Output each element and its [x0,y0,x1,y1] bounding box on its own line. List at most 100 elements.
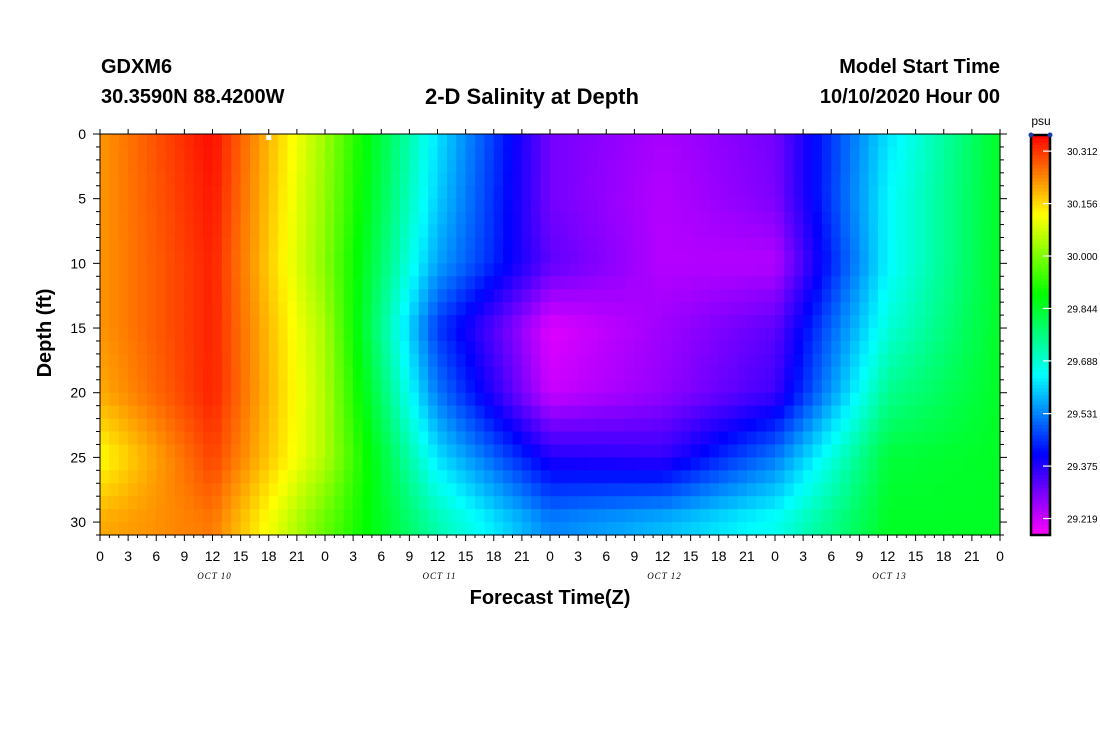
heat-cell [840,159,851,174]
heat-cell [250,237,260,252]
heat-cell [737,418,748,433]
heat-cell [100,198,110,213]
heat-cell [887,302,898,316]
heat-cell [981,172,992,187]
heat-cell [268,522,279,536]
heat-cell [203,444,214,458]
heat-cell [653,185,664,200]
heat-cell [334,315,345,329]
heat-cell [925,198,935,213]
heat-cell [850,172,860,187]
heat-cell [859,509,870,523]
heat-cell [831,328,842,342]
heat-cell [278,276,289,290]
heat-cell [193,431,204,446]
heat-cell [287,302,298,316]
heat-cell [868,405,879,420]
heat-cell [868,185,879,200]
heat-cell [859,263,870,277]
heat-cell [540,379,551,394]
heat-cell [868,340,879,355]
heat-cell [137,237,148,252]
colorbar-cell [1031,378,1050,383]
heat-cell [615,224,626,239]
heat-cell [212,418,223,433]
heat-cell [184,328,195,342]
heat-cell [484,483,495,497]
heat-cell [803,289,814,303]
heat-cell [578,431,589,446]
heat-cell [728,159,739,174]
heat-cell [437,405,448,420]
heat-cell [775,405,785,420]
heat-cell [615,444,626,458]
heat-cell [934,315,945,329]
heat-cell [681,379,692,394]
heat-cell [709,366,720,381]
heat-cell [306,444,317,458]
heat-cell [803,237,814,252]
heat-cell [362,159,373,174]
heat-cell [409,444,420,458]
heat-cell [784,431,795,446]
colorbar-label: 30.312 [1067,147,1098,158]
heat-cell [371,340,382,355]
heat-cell [156,392,167,407]
heat-cell [906,263,917,277]
heat-cell [381,211,392,226]
heat-cell [203,405,214,420]
heat-cell [287,366,298,381]
heat-cell [250,302,260,316]
heat-cell [962,146,973,161]
heat-cell [390,340,401,355]
heat-cell [793,522,804,536]
heat-cell [521,509,532,523]
heat-cell [990,496,1001,510]
heat-cell [231,198,242,213]
heat-cell [475,340,485,355]
heat-cell [118,470,129,484]
heat-cell [221,172,232,187]
heat-cell [915,522,926,536]
heat-cell [465,431,476,446]
heat-cell [175,431,185,446]
heat-cell [278,496,289,510]
heat-cell [146,134,157,148]
heat-cell [484,392,495,407]
heat-cell [981,522,992,536]
heat-cell [934,444,945,458]
heat-cell [540,353,551,368]
heat-cell [981,483,992,497]
heat-cell [756,522,767,536]
heat-cell [887,418,898,433]
heat-cell [484,328,495,342]
heat-cell [371,444,382,458]
heat-cell [671,172,682,187]
heat-cell [259,405,270,420]
heat-cell [296,509,307,523]
heat-cell [484,522,495,536]
heat-cell [662,198,673,213]
heat-cell [250,224,260,239]
heat-cell [859,444,870,458]
heat-cell [146,172,157,187]
heat-cell [428,263,439,277]
heat-cell [606,483,617,497]
colorbar-cell [1031,488,1050,493]
heat-cell [700,392,710,407]
heat-cell [109,483,120,497]
heat-cell [831,237,842,252]
heat-cell [325,276,335,290]
heat-cell [934,146,945,161]
heat-cell [681,302,692,316]
heat-cell [446,237,457,252]
colorbar-cell [1031,165,1050,169]
colorbar-cell [1031,411,1050,416]
heat-cell [193,509,204,523]
x-tick-label: 15 [683,548,699,564]
heat-cell [850,159,860,174]
heat-cell [268,211,279,226]
heat-cell [634,302,645,316]
heat-cell [765,211,776,226]
heat-cell [718,185,729,200]
